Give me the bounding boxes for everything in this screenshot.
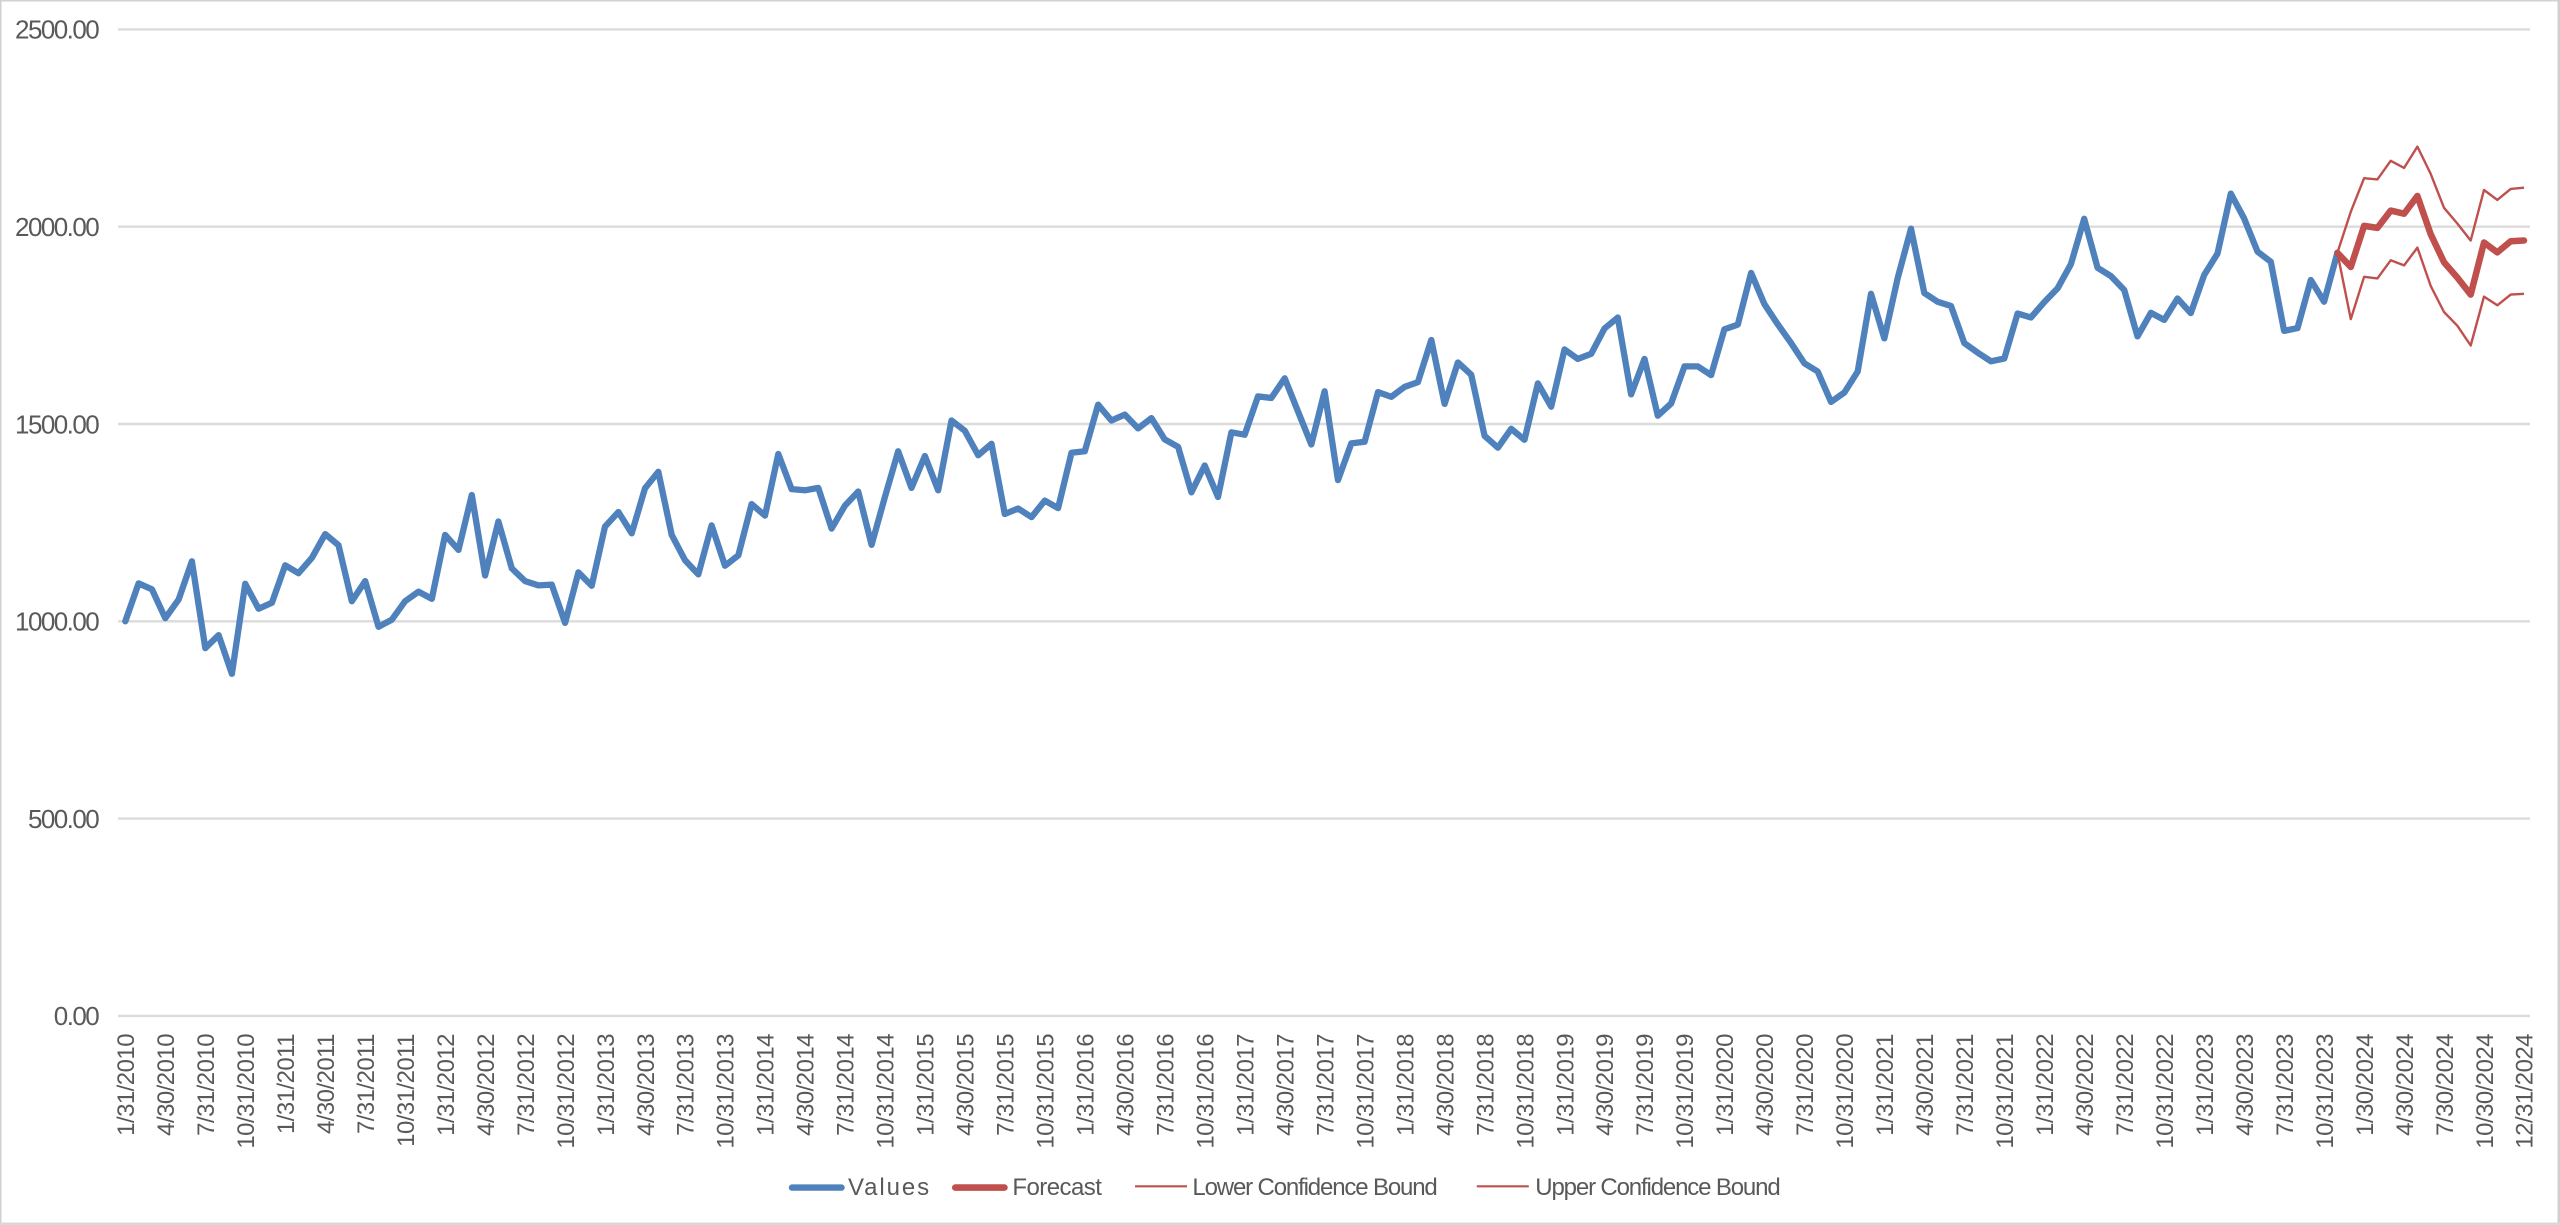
svg-text:10/31/2013: 10/31/2013 xyxy=(713,1034,740,1149)
svg-text:10/30/2024: 10/30/2024 xyxy=(2472,1034,2499,1149)
svg-text:4/30/2011: 4/30/2011 xyxy=(313,1034,340,1134)
svg-text:1/31/2015: 1/31/2015 xyxy=(913,1034,940,1136)
svg-text:4/30/2018: 4/30/2018 xyxy=(1432,1034,1459,1136)
svg-text:7/31/2010: 7/31/2010 xyxy=(193,1034,220,1136)
svg-text:7/31/2019: 7/31/2019 xyxy=(1632,1034,1659,1136)
svg-text:Upper Confidence Bound: Upper Confidence Bound xyxy=(1535,1174,1779,1201)
svg-text:7/31/2014: 7/31/2014 xyxy=(833,1034,860,1136)
svg-text:7/31/2012: 7/31/2012 xyxy=(513,1034,540,1136)
svg-text:4/30/2022: 4/30/2022 xyxy=(2072,1034,2099,1136)
svg-text:10/31/2014: 10/31/2014 xyxy=(873,1034,900,1149)
svg-text:7/31/2013: 7/31/2013 xyxy=(673,1034,700,1136)
svg-text:12/31/2024: 12/31/2024 xyxy=(2512,1034,2539,1149)
svg-text:10/31/2012: 10/31/2012 xyxy=(553,1034,580,1149)
svg-text:7/31/2011: 7/31/2011 xyxy=(353,1034,380,1134)
svg-text:2500.00: 2500.00 xyxy=(15,15,99,45)
svg-text:1/31/2023: 1/31/2023 xyxy=(2192,1034,2219,1136)
svg-text:4/30/2012: 4/30/2012 xyxy=(473,1034,500,1136)
svg-text:7/31/2022: 7/31/2022 xyxy=(2112,1034,2139,1136)
svg-text:1/31/2010: 1/31/2010 xyxy=(113,1034,140,1136)
svg-text:7/31/2020: 7/31/2020 xyxy=(1792,1034,1819,1136)
svg-text:10/31/2011: 10/31/2011 xyxy=(393,1034,420,1147)
svg-text:1/31/2016: 1/31/2016 xyxy=(1073,1034,1100,1136)
svg-text:10/31/2023: 10/31/2023 xyxy=(2312,1034,2339,1149)
svg-text:4/30/2024: 4/30/2024 xyxy=(2392,1034,2419,1136)
svg-text:4/30/2017: 4/30/2017 xyxy=(1272,1034,1299,1136)
svg-text:1/31/2014: 1/31/2014 xyxy=(753,1034,780,1136)
svg-text:7/31/2023: 7/31/2023 xyxy=(2272,1034,2299,1136)
svg-text:4/30/2021: 4/30/2021 xyxy=(1912,1034,1939,1136)
svg-text:10/31/2022: 10/31/2022 xyxy=(2152,1034,2179,1149)
svg-text:1/31/2013: 1/31/2013 xyxy=(593,1034,620,1136)
svg-text:1/31/2012: 1/31/2012 xyxy=(433,1034,460,1136)
svg-text:10/31/2016: 10/31/2016 xyxy=(1193,1034,1220,1149)
svg-text:4/30/2023: 4/30/2023 xyxy=(2232,1034,2259,1136)
svg-text:7/31/2018: 7/31/2018 xyxy=(1472,1034,1499,1136)
svg-text:10/31/2020: 10/31/2020 xyxy=(1832,1034,1859,1149)
svg-text:10/31/2019: 10/31/2019 xyxy=(1672,1034,1699,1149)
svg-text:7/31/2016: 7/31/2016 xyxy=(1153,1034,1180,1136)
svg-text:1/31/2018: 1/31/2018 xyxy=(1392,1034,1419,1136)
svg-text:10/31/2015: 10/31/2015 xyxy=(1033,1034,1060,1149)
svg-text:4/30/2020: 4/30/2020 xyxy=(1752,1034,1779,1136)
svg-text:1/31/2017: 1/31/2017 xyxy=(1232,1034,1259,1136)
svg-text:10/31/2018: 10/31/2018 xyxy=(1512,1034,1539,1149)
svg-text:Forecast: Forecast xyxy=(1012,1174,1102,1201)
svg-text:4/30/2016: 4/30/2016 xyxy=(1113,1034,1140,1136)
svg-text:10/31/2021: 10/31/2021 xyxy=(1992,1034,2019,1149)
svg-text:7/30/2024: 7/30/2024 xyxy=(2432,1034,2459,1136)
svg-text:4/30/2014: 4/30/2014 xyxy=(793,1034,820,1136)
svg-text:7/31/2017: 7/31/2017 xyxy=(1312,1034,1339,1136)
svg-text:Values: Values xyxy=(848,1174,931,1201)
svg-text:1/30/2024: 1/30/2024 xyxy=(2352,1034,2379,1136)
svg-text:1/31/2022: 1/31/2022 xyxy=(2032,1034,2059,1136)
svg-text:4/30/2010: 4/30/2010 xyxy=(153,1034,180,1136)
svg-text:1/31/2020: 1/31/2020 xyxy=(1712,1034,1739,1136)
svg-text:0.00: 0.00 xyxy=(54,1001,99,1031)
svg-text:4/30/2019: 4/30/2019 xyxy=(1592,1034,1619,1136)
svg-text:500.00: 500.00 xyxy=(28,804,99,834)
svg-text:1500.00: 1500.00 xyxy=(15,409,99,439)
svg-text:1/31/2019: 1/31/2019 xyxy=(1552,1034,1579,1136)
svg-text:7/31/2021: 7/31/2021 xyxy=(1952,1034,1979,1136)
svg-text:4/30/2015: 4/30/2015 xyxy=(953,1034,980,1136)
svg-text:10/31/2017: 10/31/2017 xyxy=(1352,1034,1379,1149)
svg-text:Lower Confidence Bound: Lower Confidence Bound xyxy=(1192,1174,1436,1201)
svg-text:4/30/2013: 4/30/2013 xyxy=(633,1034,660,1136)
svg-text:1000.00: 1000.00 xyxy=(15,607,99,637)
svg-text:10/31/2010: 10/31/2010 xyxy=(233,1034,260,1149)
svg-text:7/31/2015: 7/31/2015 xyxy=(993,1034,1020,1136)
svg-text:2000.00: 2000.00 xyxy=(15,212,99,242)
svg-text:1/31/2021: 1/31/2021 xyxy=(1872,1034,1899,1136)
svg-text:1/31/2011: 1/31/2011 xyxy=(273,1034,300,1134)
